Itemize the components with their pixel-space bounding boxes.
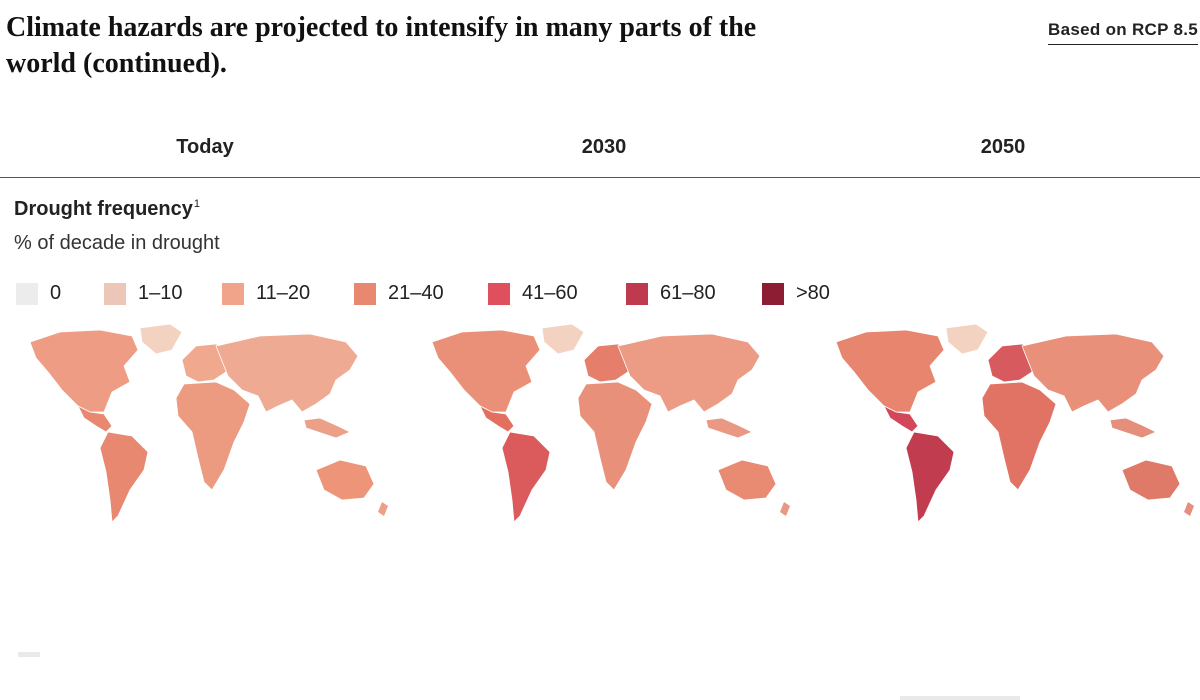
world-map-2030 <box>422 320 792 530</box>
legend-label: 21–40 <box>388 282 444 304</box>
region-greenland <box>541 323 585 355</box>
region-asia <box>215 333 359 413</box>
metric-unit: % of decade in drought <box>14 232 220 254</box>
region-central-america <box>883 405 919 433</box>
legend-label: 61–80 <box>660 282 716 304</box>
column-header-2030: 2030 <box>581 136 627 158</box>
region-africa <box>175 381 251 491</box>
legend-label: 0 <box>50 282 62 304</box>
legend-item-5: 61–80 <box>626 282 716 305</box>
legend-item-6: >80 <box>762 282 830 305</box>
column-header-2050: 2050 <box>980 136 1026 158</box>
region-islands <box>705 417 753 439</box>
legend-item-3: 21–40 <box>354 282 444 305</box>
world-map-svg <box>431 323 790 523</box>
region-africa <box>981 381 1057 491</box>
legend-item-2: 11–20 <box>222 282 310 305</box>
legend-swatch <box>104 282 126 305</box>
world-map-today <box>20 320 390 530</box>
region-australia <box>1121 459 1181 501</box>
legend-swatch <box>626 282 648 305</box>
region-north-america <box>29 329 139 413</box>
region-africa <box>577 381 653 491</box>
world-map-2050 <box>826 320 1196 530</box>
legend-label: >80 <box>796 282 830 304</box>
region-islands <box>303 417 351 439</box>
region-south-america <box>501 431 551 523</box>
legend-item-0: 0 <box>16 282 61 305</box>
legend-label: 11–20 <box>256 282 311 304</box>
region-greenland <box>945 323 989 355</box>
region-new-zealand <box>378 502 388 516</box>
chart-title: Climate hazards are projected to intensi… <box>6 12 757 79</box>
legend-swatch <box>354 282 376 305</box>
region-central-america <box>479 405 515 433</box>
world-map-svg <box>29 323 388 523</box>
region-islands <box>1109 417 1157 439</box>
region-asia <box>1021 333 1165 413</box>
region-north-america <box>431 329 541 413</box>
region-south-america <box>99 431 149 523</box>
metric-name: Drought frequency <box>14 198 193 220</box>
region-north-america <box>835 329 945 413</box>
legend-item-4: 41–60 <box>488 282 578 305</box>
legend-label: 1–10 <box>138 282 183 304</box>
region-south-america <box>905 431 955 523</box>
region-australia <box>315 459 375 501</box>
header-divider <box>0 177 1200 178</box>
legend-label: 41–60 <box>522 282 578 304</box>
region-asia <box>617 333 761 413</box>
metric-footnote-marker: 1 <box>193 198 201 210</box>
region-australia <box>717 459 777 501</box>
scenario-badge: Based on RCP 8.5 <box>1048 20 1198 45</box>
region-new-zealand <box>780 502 790 516</box>
faint-mark <box>900 696 1020 700</box>
legend-swatch <box>762 282 784 305</box>
metric-title: Drought frequency1 <box>14 198 200 221</box>
legend-swatch <box>16 282 38 305</box>
faint-mark <box>18 652 40 657</box>
legend-swatch <box>488 282 510 305</box>
column-header-today: Today <box>176 136 234 158</box>
legend-item-1: 1–10 <box>104 282 183 305</box>
world-map-svg <box>835 323 1194 523</box>
region-greenland <box>139 323 183 355</box>
region-new-zealand <box>1184 502 1194 516</box>
legend-swatch <box>222 282 244 305</box>
region-central-america <box>77 405 113 433</box>
